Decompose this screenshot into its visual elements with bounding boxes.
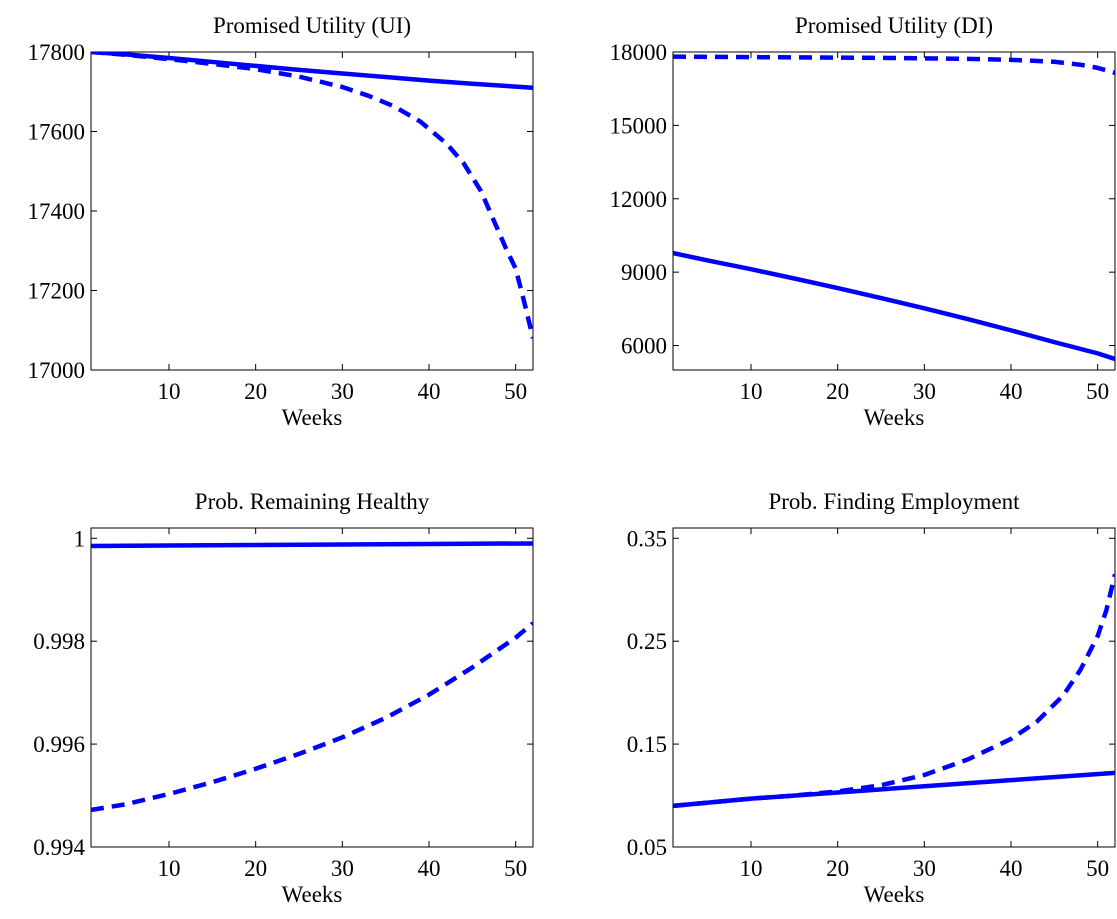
x-tick-label: 20 xyxy=(826,856,849,881)
plot-frame xyxy=(672,51,1116,371)
x-tick-label: 10 xyxy=(740,856,763,881)
chart-panel-1: Promised Utility (UI) 10 20 30 40 50 17000 1720… xyxy=(28,13,534,430)
chart-title: Prob. Finding Employment xyxy=(768,489,1020,514)
solid-series-line xyxy=(673,250,1115,362)
x-tick-label: 10 xyxy=(740,379,763,404)
x-tick-label: 40 xyxy=(418,379,441,404)
x-axis-label: Weeks xyxy=(282,882,343,907)
solid-series-line xyxy=(91,541,533,549)
x-tick-label: 40 xyxy=(1000,856,1023,881)
x-tick-label: 50 xyxy=(504,856,527,881)
x-tick-label: 10 xyxy=(158,856,181,881)
x-tick-label: 40 xyxy=(1000,379,1023,404)
y-tick-label: 1 xyxy=(74,526,86,551)
x-tick-label: 30 xyxy=(331,379,354,404)
dashed-series-line xyxy=(91,621,533,813)
y-tick-label: 0.998 xyxy=(33,629,85,654)
y-tick-label: 17800 xyxy=(28,40,86,65)
dashed-series-line xyxy=(91,52,533,339)
y-tick-label: 17400 xyxy=(28,199,86,224)
x-tick-label: 50 xyxy=(1086,856,1109,881)
x-axis-label: Weeks xyxy=(864,405,925,430)
y-tick-label: 6000 xyxy=(621,334,667,359)
y-tick-label: 12000 xyxy=(610,187,668,212)
y-tick-label: 17600 xyxy=(28,120,86,145)
x-tick-label: 40 xyxy=(418,856,441,881)
y-tick-label: 15000 xyxy=(610,113,668,138)
x-tick-label: 20 xyxy=(244,856,267,881)
y-tick-label: 9000 xyxy=(621,260,667,285)
x-tick-label: 30 xyxy=(331,856,354,881)
chart-title: Prob. Remaining Healthy xyxy=(195,489,430,514)
plot-frame xyxy=(672,527,1116,848)
y-tick-label: 17000 xyxy=(28,358,86,383)
x-tick-label: 50 xyxy=(504,379,527,404)
chart-panel-2: Promised Utility (DI) 10 20 30 40 50 6000 9000 1… xyxy=(610,13,1116,430)
chart-title: Promised Utility (UI) xyxy=(213,13,411,38)
x-tick-label: 20 xyxy=(826,379,849,404)
y-tick-label: 17200 xyxy=(28,279,86,304)
dashed-series-line xyxy=(673,54,1115,75)
x-tick-label: 30 xyxy=(913,856,936,881)
plot-frame xyxy=(90,51,534,371)
y-tick-label: 18000 xyxy=(610,40,668,65)
y-tick-label: 0.25 xyxy=(627,629,667,654)
y-tick-label: 0.05 xyxy=(627,835,667,860)
dashed-series-line xyxy=(673,573,1115,809)
plot-frame xyxy=(90,527,534,848)
x-tick-label: 10 xyxy=(158,379,181,404)
chart-panel-3: Prob. Remaining Healthy 10 20 30 40 50 0.994 0.… xyxy=(33,489,534,907)
x-axis-label: Weeks xyxy=(864,882,925,907)
chart-panel-4: Prob. Finding Employment 10 20 30 40 50 0.05 0.… xyxy=(627,489,1116,907)
x-tick-label: 30 xyxy=(913,379,936,404)
y-tick-label: 0.15 xyxy=(627,732,667,757)
x-axis-label: Weeks xyxy=(282,405,343,430)
y-tick-label: 0.35 xyxy=(627,526,667,551)
x-tick-label: 50 xyxy=(1086,379,1109,404)
y-tick-label: 0.994 xyxy=(33,835,85,860)
x-tick-label: 20 xyxy=(244,379,267,404)
y-tick-label: 0.996 xyxy=(33,732,85,757)
chart-title: Promised Utility (DI) xyxy=(795,13,993,38)
